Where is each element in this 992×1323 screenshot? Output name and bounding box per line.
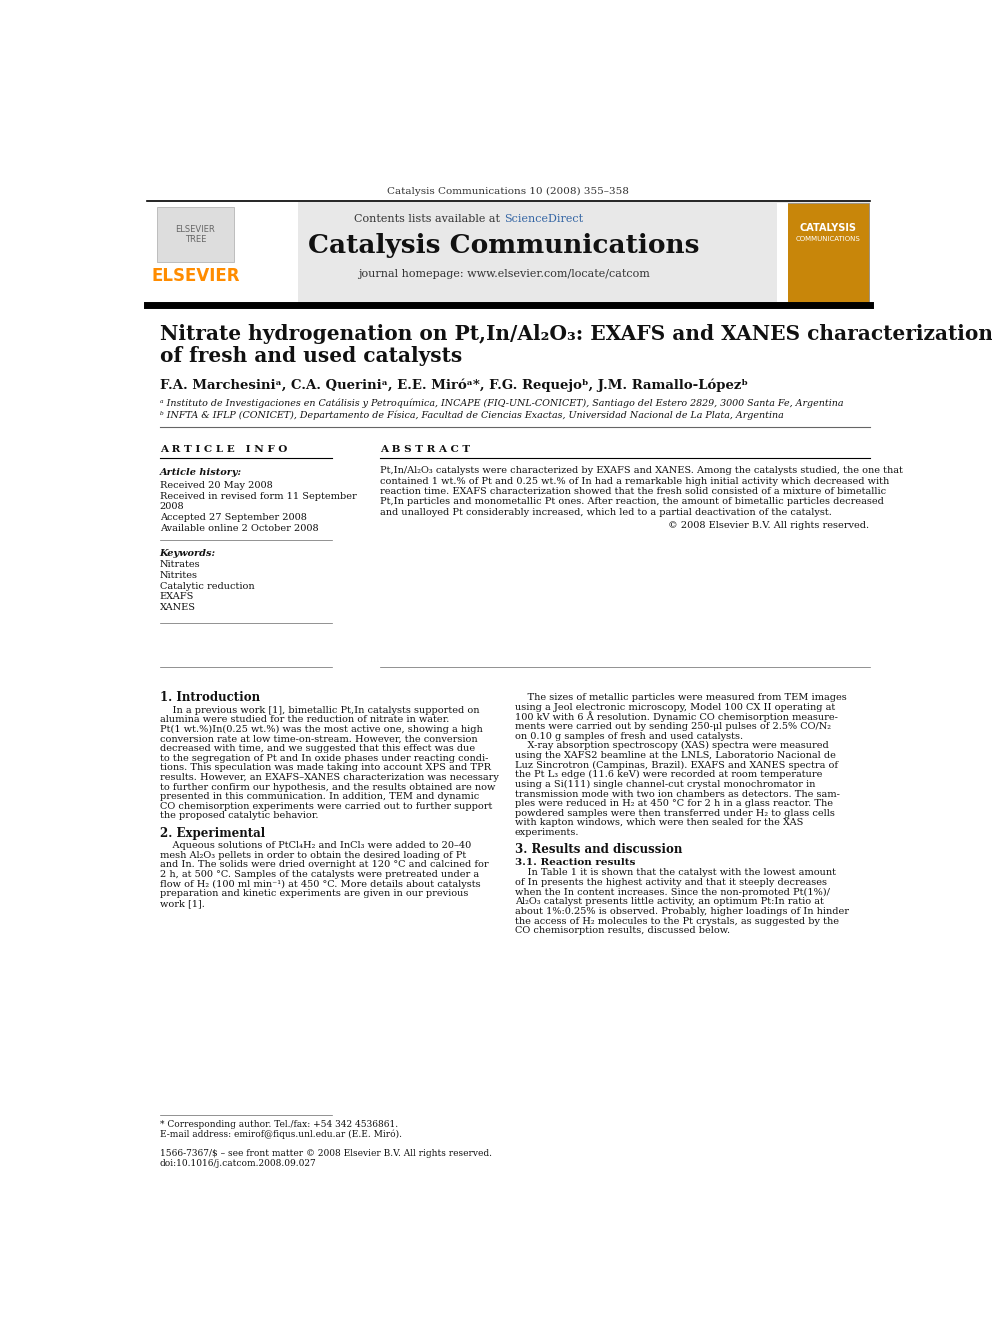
Text: 2 h, at 500 °C. Samples of the catalysts were pretreated under a: 2 h, at 500 °C. Samples of the catalysts…	[160, 871, 479, 878]
Text: when the In content increases. Since the non-promoted Pt(1%)/: when the In content increases. Since the…	[515, 888, 829, 897]
Text: Received 20 May 2008: Received 20 May 2008	[160, 480, 273, 490]
Text: COMMUNICATIONS: COMMUNICATIONS	[796, 235, 860, 242]
Text: contained 1 wt.% of Pt and 0.25 wt.% of In had a remarkable high initial activit: contained 1 wt.% of Pt and 0.25 wt.% of …	[380, 476, 889, 486]
Text: XANES: XANES	[160, 603, 195, 613]
Text: 1. Introduction: 1. Introduction	[160, 691, 260, 704]
Text: The sizes of metallic particles were measured from TEM images: The sizes of metallic particles were mea…	[515, 693, 846, 703]
Text: Accepted 27 September 2008: Accepted 27 September 2008	[160, 513, 307, 523]
Text: CATALYSIS: CATALYSIS	[800, 224, 856, 233]
Text: Pt,In/Al₂O₃ catalysts were characterized by EXAFS and XANES. Among the catalysts: Pt,In/Al₂O₃ catalysts were characterized…	[380, 466, 903, 475]
Text: Nitrate hydrogenation on Pt,In/Al₂O₃: EXAFS and XANES characterization: Nitrate hydrogenation on Pt,In/Al₂O₃: EX…	[160, 324, 992, 344]
Text: In a previous work [1], bimetallic Pt,In catalysts supported on: In a previous work [1], bimetallic Pt,In…	[160, 705, 479, 714]
Text: A B S T R A C T: A B S T R A C T	[380, 446, 470, 454]
Text: Catalysis Communications: Catalysis Communications	[308, 233, 699, 258]
Text: Pt,In particles and monometallic Pt ones. After reaction, the amount of bimetall: Pt,In particles and monometallic Pt ones…	[380, 497, 884, 507]
Text: Article history:: Article history:	[160, 468, 242, 478]
Text: decreased with time, and we suggested that this effect was due: decreased with time, and we suggested th…	[160, 744, 475, 753]
Text: Catalytic reduction: Catalytic reduction	[160, 582, 254, 590]
Text: ples were reduced in H₂ at 450 °C for 2 h in a glass reactor. The: ples were reduced in H₂ at 450 °C for 2 …	[515, 799, 832, 808]
Bar	[157, 206, 234, 262]
Text: using the XAFS2 beamline at the LNLS, Laboratorio Nacional de: using the XAFS2 beamline at the LNLS, La…	[515, 751, 835, 759]
Bar	[778, 204, 789, 302]
Text: with kapton windows, which were then sealed for the XAS: with kapton windows, which were then sea…	[515, 819, 803, 827]
Text: 100 kV with 6 Å resolution. Dynamic CO chemisorption measure-: 100 kV with 6 Å resolution. Dynamic CO c…	[515, 712, 837, 722]
Text: results. However, an EXAFS–XANES characterization was necessary: results. However, an EXAFS–XANES charact…	[160, 773, 499, 782]
Text: ᵃ Instituto de Investigaciones en Catálisis y Petroquímica, INCAPE (FIQ-UNL-CONI: ᵃ Instituto de Investigaciones en Catáli…	[160, 398, 843, 409]
Text: powdered samples were then transferred under H₂ to glass cells: powdered samples were then transferred u…	[515, 808, 834, 818]
Text: using a Si(111) single channel-cut crystal monochromator in: using a Si(111) single channel-cut cryst…	[515, 779, 815, 789]
Text: on 0.10 g samples of fresh and used catalysts.: on 0.10 g samples of fresh and used cata…	[515, 732, 743, 741]
Text: 3. Results and discussion: 3. Results and discussion	[515, 843, 682, 856]
Text: reaction time. EXAFS characterization showed that the fresh solid consisted of a: reaction time. EXAFS characterization sh…	[380, 487, 886, 496]
Text: Available online 2 October 2008: Available online 2 October 2008	[160, 524, 318, 533]
Text: Nitrites: Nitrites	[160, 570, 197, 579]
Text: Contents lists available at: Contents lists available at	[354, 214, 504, 224]
Text: * Corresponding author. Tel./fax: +54 342 4536861.: * Corresponding author. Tel./fax: +54 34…	[160, 1119, 398, 1129]
Text: Pt(1 wt.%)In(0.25 wt.%) was the most active one, showing a high: Pt(1 wt.%)In(0.25 wt.%) was the most act…	[160, 725, 482, 734]
Text: ELSEVIER
TREE: ELSEVIER TREE	[176, 225, 215, 243]
Text: about 1%:0.25% is observed. Probably, higher loadings of In hinder: about 1%:0.25% is observed. Probably, hi…	[515, 908, 848, 916]
Text: tions. This speculation was made taking into account XPS and TPR: tions. This speculation was made taking …	[160, 763, 491, 773]
Text: presented in this communication. In addition, TEM and dynamic: presented in this communication. In addi…	[160, 792, 479, 802]
Text: Aqueous solutions of PtCl₄H₂ and InCl₃ were added to 20–40: Aqueous solutions of PtCl₄H₂ and InCl₃ w…	[160, 841, 471, 851]
Text: and In. The solids were dried overnight at 120 °C and calcined for: and In. The solids were dried overnight …	[160, 860, 488, 869]
Text: E-mail address: emirof@fiqus.unl.edu.ar (E.E. Miró).: E-mail address: emirof@fiqus.unl.edu.ar …	[160, 1130, 402, 1139]
Text: experiments.: experiments.	[515, 828, 579, 837]
Text: Luz Sincrotron (Campinas, Brazil). EXAFS and XANES spectra of: Luz Sincrotron (Campinas, Brazil). EXAFS…	[515, 761, 837, 770]
Text: transmission mode with two ion chambers as detectors. The sam-: transmission mode with two ion chambers …	[515, 790, 839, 799]
Text: F.A. Marchesiniᵃ, C.A. Queriniᵃ, E.E. Miróᵃ*, F.G. Requejoᵇ, J.M. Ramallo-Lópezᵇ: F.A. Marchesiniᵃ, C.A. Queriniᵃ, E.E. Mi…	[160, 378, 748, 392]
Text: A R T I C L E   I N F O: A R T I C L E I N F O	[160, 446, 287, 454]
Text: 2008: 2008	[160, 503, 185, 511]
Text: ments were carried out by sending 250-μl pulses of 2.5% CO/N₂: ments were carried out by sending 250-μl…	[515, 722, 830, 732]
Text: preparation and kinetic experiments are given in our previous: preparation and kinetic experiments are …	[160, 889, 468, 898]
Text: © 2008 Elsevier B.V. All rights reserved.: © 2008 Elsevier B.V. All rights reserved…	[669, 521, 870, 531]
Text: ELSEVIER: ELSEVIER	[151, 267, 239, 284]
Text: the Pt L₃ edge (11.6 keV) were recorded at room temperature: the Pt L₃ edge (11.6 keV) were recorded …	[515, 770, 822, 779]
Text: mesh Al₂O₃ pellets in order to obtain the desired loading of Pt: mesh Al₂O₃ pellets in order to obtain th…	[160, 851, 466, 860]
Text: 3.1. Reaction results: 3.1. Reaction results	[515, 857, 635, 867]
Text: using a Jeol electronic microscopy, Model 100 CX II operating at: using a Jeol electronic microscopy, Mode…	[515, 703, 835, 712]
Text: journal homepage: www.elsevier.com/locate/catcom: journal homepage: www.elsevier.com/locat…	[358, 270, 650, 279]
Text: Al₂O₃ catalyst presents little activity, an optimum Pt:In ratio at: Al₂O₃ catalyst presents little activity,…	[515, 897, 823, 906]
Text: of fresh and used catalysts: of fresh and used catalysts	[160, 345, 462, 366]
Text: ᵇ INFTA & IFLP (CONICET), Departamento de Física, Facultad de Ciencias Exactas, : ᵇ INFTA & IFLP (CONICET), Departamento d…	[160, 410, 784, 419]
Bar	[147, 202, 299, 303]
Text: EXAFS: EXAFS	[160, 593, 194, 602]
Text: conversion rate at low time-on-stream. However, the conversion: conversion rate at low time-on-stream. H…	[160, 734, 477, 744]
Text: In Table 1 it is shown that the catalyst with the lowest amount: In Table 1 it is shown that the catalyst…	[515, 868, 835, 877]
Text: and unalloyed Pt considerably increased, which led to a partial deactivation of : and unalloyed Pt considerably increased,…	[380, 508, 831, 517]
Text: to further confirm our hypothesis, and the results obtained are now: to further confirm our hypothesis, and t…	[160, 783, 495, 791]
Text: 2. Experimental: 2. Experimental	[160, 827, 265, 840]
Text: alumina were studied for the reduction of nitrate in water.: alumina were studied for the reduction o…	[160, 716, 449, 724]
Text: Keywords:: Keywords:	[160, 549, 216, 557]
Text: ScienceDirect: ScienceDirect	[504, 214, 583, 224]
Text: the proposed catalytic behavior.: the proposed catalytic behavior.	[160, 811, 318, 820]
Text: the access of H₂ molecules to the Pt crystals, as suggested by the: the access of H₂ molecules to the Pt cry…	[515, 917, 838, 926]
Text: Received in revised form 11 September: Received in revised form 11 September	[160, 492, 356, 500]
Text: CO chemisorption results, discussed below.: CO chemisorption results, discussed belo…	[515, 926, 730, 935]
Text: to the segregation of Pt and In oxide phases under reacting condi-: to the segregation of Pt and In oxide ph…	[160, 754, 488, 762]
Bar	[778, 204, 869, 302]
Bar	[147, 202, 870, 303]
Text: Catalysis Communications 10 (2008) 355–358: Catalysis Communications 10 (2008) 355–3…	[388, 187, 629, 196]
Text: work [1].: work [1].	[160, 898, 204, 908]
Text: doi:10.1016/j.catcom.2008.09.027: doi:10.1016/j.catcom.2008.09.027	[160, 1159, 316, 1168]
Text: flow of H₂ (100 ml min⁻¹) at 450 °C. More details about catalysts: flow of H₂ (100 ml min⁻¹) at 450 °C. Mor…	[160, 880, 480, 889]
Text: X-ray absorption spectroscopy (XAS) spectra were measured: X-ray absorption spectroscopy (XAS) spec…	[515, 741, 828, 750]
Text: Nitrates: Nitrates	[160, 560, 200, 569]
Text: of In presents the highest activity and that it steeply decreases: of In presents the highest activity and …	[515, 878, 826, 886]
Text: 1566-7367/$ – see front matter © 2008 Elsevier B.V. All rights reserved.: 1566-7367/$ – see front matter © 2008 El…	[160, 1150, 492, 1158]
Text: CO chemisorption experiments were carried out to further support: CO chemisorption experiments were carrie…	[160, 802, 492, 811]
